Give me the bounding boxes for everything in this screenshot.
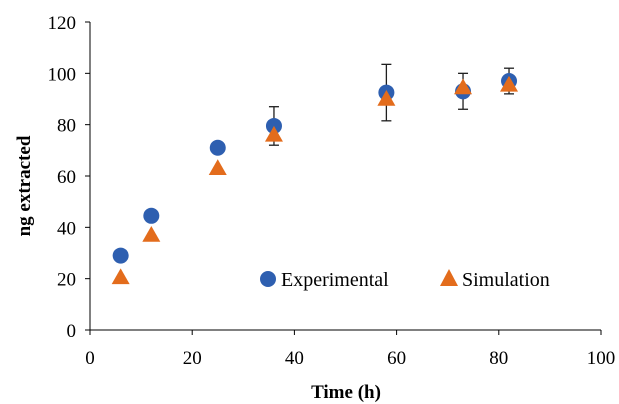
legend-label-experimental: Experimental: [281, 269, 389, 291]
y-axis-title: ng extracted: [14, 135, 35, 236]
data-marks: [111, 73, 519, 285]
x-axis-title: Time (h): [311, 382, 381, 403]
legend: Experimental Simulation: [260, 269, 550, 291]
y-tick-label: 100: [48, 64, 77, 85]
data-point-experimental: [209, 139, 226, 156]
x-tick-label: 40: [285, 348, 304, 369]
legend-label-simulation: Simulation: [462, 269, 550, 291]
y-tick-label: 60: [57, 167, 76, 188]
x-tick-label: 0: [85, 348, 95, 369]
data-point-experimental: [143, 207, 160, 224]
data-point-simulation: [208, 159, 227, 176]
legend-marker-experimental: [260, 271, 276, 287]
legend-marker-simulation: [440, 269, 458, 286]
data-point-simulation: [377, 90, 396, 106]
data-point-simulation: [454, 78, 473, 95]
y-ticks: 0 20 40 60 80 100 120: [48, 13, 90, 342]
data-point-simulation: [500, 75, 519, 92]
data-point-experimental: [112, 247, 129, 264]
y-tick-label: 80: [57, 116, 76, 137]
x-tick-label: 60: [387, 348, 406, 369]
x-tick-label: 80: [489, 348, 508, 369]
data-point-simulation: [111, 268, 130, 285]
y-tick-label: 40: [57, 218, 76, 239]
y-tick-label: 20: [57, 270, 76, 291]
y-tick-label: 120: [48, 13, 77, 34]
data-point-simulation: [142, 226, 161, 242]
x-tick-label: 100: [587, 348, 616, 369]
y-tick-label: 0: [67, 321, 77, 342]
data-point-simulation: [264, 125, 283, 142]
x-tick-label: 20: [183, 348, 202, 369]
x-ticks: 0 20 40 60 80 100: [85, 330, 615, 369]
